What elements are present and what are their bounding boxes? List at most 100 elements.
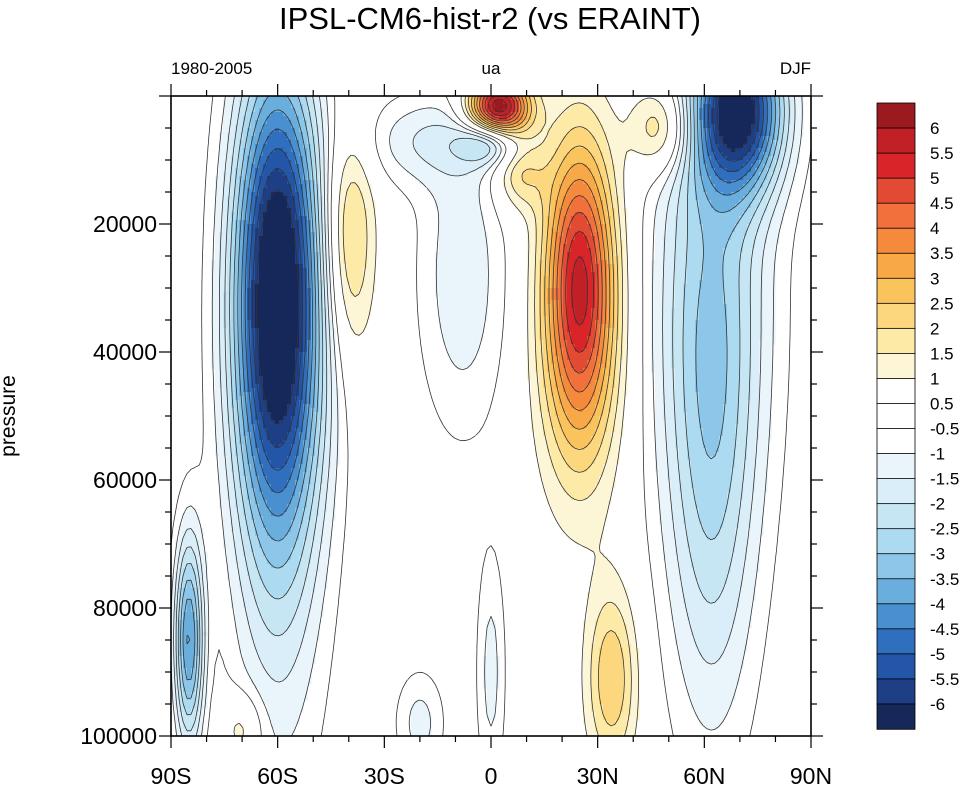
field-cell	[243, 228, 248, 233]
field-cell	[675, 184, 680, 189]
field-cell	[687, 248, 692, 253]
field-cell	[755, 116, 760, 121]
field-cell	[275, 244, 280, 249]
field-cell	[295, 168, 300, 173]
field-cell	[623, 264, 628, 269]
field-cell	[723, 96, 728, 101]
field-cell	[291, 116, 296, 121]
field-cell	[255, 140, 260, 145]
field-cell	[719, 228, 724, 233]
field-cell	[583, 100, 588, 105]
field-cell	[727, 100, 732, 105]
field-cell	[799, 108, 804, 113]
field-cell	[219, 216, 224, 221]
field-cell	[563, 96, 568, 101]
field-cell	[315, 112, 320, 117]
field-cell	[235, 160, 240, 165]
field-cell	[623, 268, 628, 273]
field-cell	[547, 248, 552, 253]
field-cell	[623, 272, 628, 277]
field-cell	[719, 224, 724, 229]
field-cell	[571, 168, 576, 173]
field-cell	[747, 152, 752, 157]
field-cell	[539, 112, 544, 117]
field-cell	[439, 256, 444, 261]
field-cell	[723, 216, 728, 221]
field-cell	[511, 132, 516, 137]
field-cell	[279, 188, 284, 193]
field-cell	[395, 156, 400, 161]
field-cell	[435, 192, 440, 197]
field-cell	[235, 136, 240, 141]
field-cell	[403, 136, 408, 141]
field-cell	[599, 144, 604, 149]
field-cell	[307, 132, 312, 137]
field-cell	[291, 152, 296, 157]
field-cell	[303, 176, 308, 181]
field-cell	[339, 264, 344, 269]
field-cell	[391, 132, 396, 137]
field-cell	[711, 120, 716, 125]
field-cell	[763, 248, 768, 253]
field-cell	[427, 160, 432, 165]
field-cell	[307, 192, 312, 197]
field-cell	[659, 272, 664, 277]
field-cell	[263, 168, 268, 173]
field-cell	[279, 260, 284, 265]
field-cell	[463, 264, 468, 269]
field-cell	[463, 144, 468, 149]
field-cell	[771, 220, 776, 225]
field-cell	[499, 100, 504, 105]
field-cell	[611, 256, 616, 261]
field-cell	[243, 200, 248, 205]
field-cell	[279, 204, 284, 209]
field-cell	[755, 124, 760, 129]
field-cell	[231, 172, 236, 177]
field-cell	[291, 192, 296, 197]
field-cell	[463, 212, 468, 217]
field-cell	[371, 264, 376, 269]
field-cell	[235, 116, 240, 121]
field-cell	[243, 168, 248, 173]
field-cell	[271, 156, 276, 161]
field-cell	[655, 108, 660, 113]
field-cell	[407, 168, 412, 173]
field-cell	[467, 180, 472, 185]
field-cell	[727, 112, 732, 117]
field-cell	[715, 132, 720, 137]
field-cell	[755, 260, 760, 265]
field-cell	[719, 176, 724, 181]
field-cell	[603, 212, 608, 217]
field-cell	[291, 264, 296, 269]
field-cell	[423, 136, 428, 141]
field-cell	[307, 168, 312, 173]
field-cell	[263, 248, 268, 253]
field-cell	[219, 168, 224, 173]
field-cell	[791, 160, 796, 165]
field-cell	[407, 120, 412, 125]
field-cell	[591, 196, 596, 201]
field-cell	[623, 136, 628, 141]
field-cell	[695, 172, 700, 177]
field-cell	[363, 272, 368, 277]
field-cell	[659, 236, 664, 241]
field-cell	[563, 152, 568, 157]
field-cell	[679, 128, 684, 133]
field-cell	[291, 164, 296, 169]
field-cell	[767, 148, 772, 153]
field-cell	[547, 236, 552, 241]
field-cell	[595, 256, 600, 261]
field-cell	[763, 116, 768, 121]
field-cell	[587, 244, 592, 249]
field-cell	[751, 256, 756, 261]
field-cell	[439, 272, 444, 277]
field-cell	[543, 144, 548, 149]
field-cell	[615, 208, 620, 213]
field-cell	[279, 224, 284, 229]
field-cell	[563, 204, 568, 209]
field-cell	[243, 104, 248, 109]
field-cell	[367, 208, 372, 213]
field-cell	[235, 104, 240, 109]
field-cell	[447, 232, 452, 237]
field-cell	[751, 160, 756, 165]
